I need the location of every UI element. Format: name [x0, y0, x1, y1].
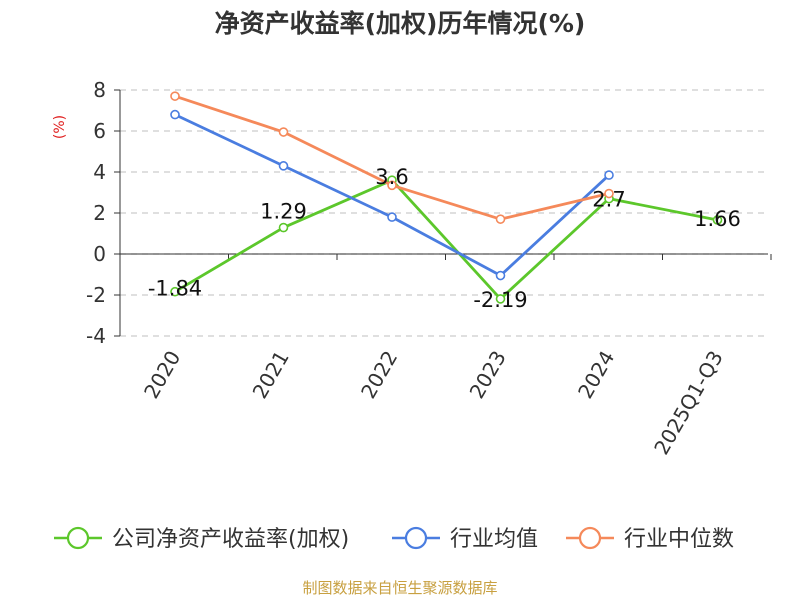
legend-label: 公司净资产收益率(加权) [112, 527, 349, 552]
x-tick-label: 2025Q1-Q3 [649, 347, 728, 459]
data-point[interactable] [278, 222, 289, 233]
data-point[interactable] [387, 212, 397, 222]
data-point[interactable] [170, 109, 180, 120]
y-tick-label: -4 [86, 324, 106, 348]
x-tick-label: 2022 [356, 347, 402, 403]
data-point[interactable] [278, 127, 289, 137]
series-line-0 [174, 178, 718, 301]
y-tick-label: 8 [93, 78, 106, 102]
data-point[interactable] [712, 215, 723, 225]
y-tick-label: 0 [93, 242, 106, 266]
series-line-1 [174, 113, 610, 277]
legend-item[interactable]: 公司净资产收益率(加权) [54, 526, 349, 552]
data-label: 2.7 [592, 188, 625, 212]
y-tick-labels: -4 -2 0 2 4 6 8 [86, 78, 106, 348]
legend-marker [66, 526, 90, 550]
data-point[interactable] [495, 294, 506, 304]
series-lines [170, 91, 723, 304]
x-tick-label: 2021 [248, 347, 294, 403]
data-point[interactable] [604, 188, 614, 199]
y-tick-label: 4 [93, 160, 106, 184]
source-note: 制图数据来自恒生聚源数据库 [302, 579, 497, 597]
x-tick-labels: 2020 2021 2022 2023 2024 2025Q1-Q3 [139, 347, 728, 459]
legend-marker [404, 526, 428, 550]
data-point[interactable] [495, 214, 506, 224]
data-point[interactable] [604, 170, 614, 180]
y-tick-label: 6 [93, 119, 106, 143]
series-line-2 [174, 94, 610, 221]
data-label: 1.29 [260, 200, 307, 224]
y-tick-label: -2 [86, 283, 106, 307]
data-point[interactable] [278, 161, 289, 171]
x-tick-label: 2023 [465, 347, 511, 403]
data-point[interactable] [170, 286, 180, 297]
legend-item[interactable]: 行业中位数 [566, 526, 734, 552]
data-label: 1.66 [694, 207, 741, 231]
legend-label: 行业均值 [450, 527, 538, 552]
grid-lines [120, 89, 768, 337]
data-label: -2.19 [473, 288, 527, 312]
data-point[interactable] [170, 91, 180, 101]
legend[interactable]: 公司净资产收益率(加权) 行业均值 行业中位数 [54, 526, 734, 552]
legend-label: 行业中位数 [624, 527, 734, 552]
data-label: -1.84 [148, 277, 202, 301]
x-tick-label: 2024 [573, 347, 619, 403]
data-labels: -1.84 1.29 3.6 -2.19 2.7 1.66 [148, 165, 741, 312]
y-axis-label: (%) [52, 115, 68, 139]
y-tick-label: 2 [93, 201, 106, 225]
data-label: 3.6 [375, 165, 408, 189]
data-point[interactable] [495, 270, 506, 281]
x-tick-label: 2020 [139, 347, 185, 403]
legend-marker [578, 526, 602, 550]
legend-item[interactable]: 行业均值 [392, 526, 538, 552]
data-point[interactable] [387, 180, 397, 191]
chart-title: 净资产收益率(加权)历年情况(%) [215, 9, 586, 38]
axes [114, 89, 772, 337]
